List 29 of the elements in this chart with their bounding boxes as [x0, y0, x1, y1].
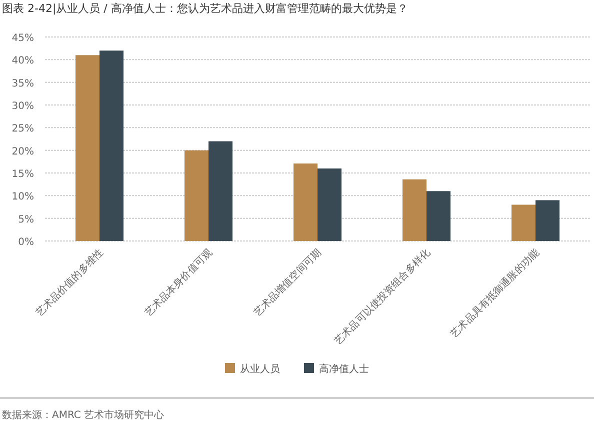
bar	[426, 191, 450, 241]
bar	[318, 168, 342, 241]
x-tick-label: 艺术品增值空间可期	[251, 246, 324, 319]
x-tick-label: 艺术品价值的多维性	[33, 246, 106, 319]
y-tick-label: 35%	[12, 78, 34, 90]
bar	[76, 55, 100, 241]
x-tick-label: 艺术品具有抵御通胀的功能	[448, 246, 542, 340]
y-tick-label: 25%	[12, 124, 34, 135]
source-note: 数据来源：AMRC 艺术市场研究中心	[2, 409, 164, 421]
bar	[536, 200, 560, 241]
y-tick-label: 20%	[12, 146, 34, 158]
y-tick-label: 10%	[12, 192, 34, 203]
bar	[184, 150, 208, 241]
x-tick-label: 艺术品本身价值可观	[142, 246, 215, 319]
x-tick-label: 艺术品可以使投资组合多样化	[332, 246, 433, 348]
legend-label: 从业人员	[240, 363, 280, 375]
bar	[208, 141, 232, 241]
y-tick-label: 0%	[18, 237, 34, 248]
legend-label: 高净值人士	[319, 363, 369, 375]
bar	[512, 204, 536, 241]
chart-title: 图表 2-42|从业人员 / 高净值人士：您认为艺术品进入财富管理范畴的最大优势是？	[2, 2, 408, 15]
y-tick-label: 15%	[12, 169, 34, 180]
bar	[294, 163, 318, 241]
y-tick-label: 45%	[12, 33, 34, 44]
y-tick-label: 40%	[12, 56, 34, 67]
y-tick-label: 5%	[18, 214, 34, 226]
bar	[100, 50, 124, 241]
y-tick-label: 30%	[12, 101, 34, 112]
bar	[402, 179, 426, 241]
